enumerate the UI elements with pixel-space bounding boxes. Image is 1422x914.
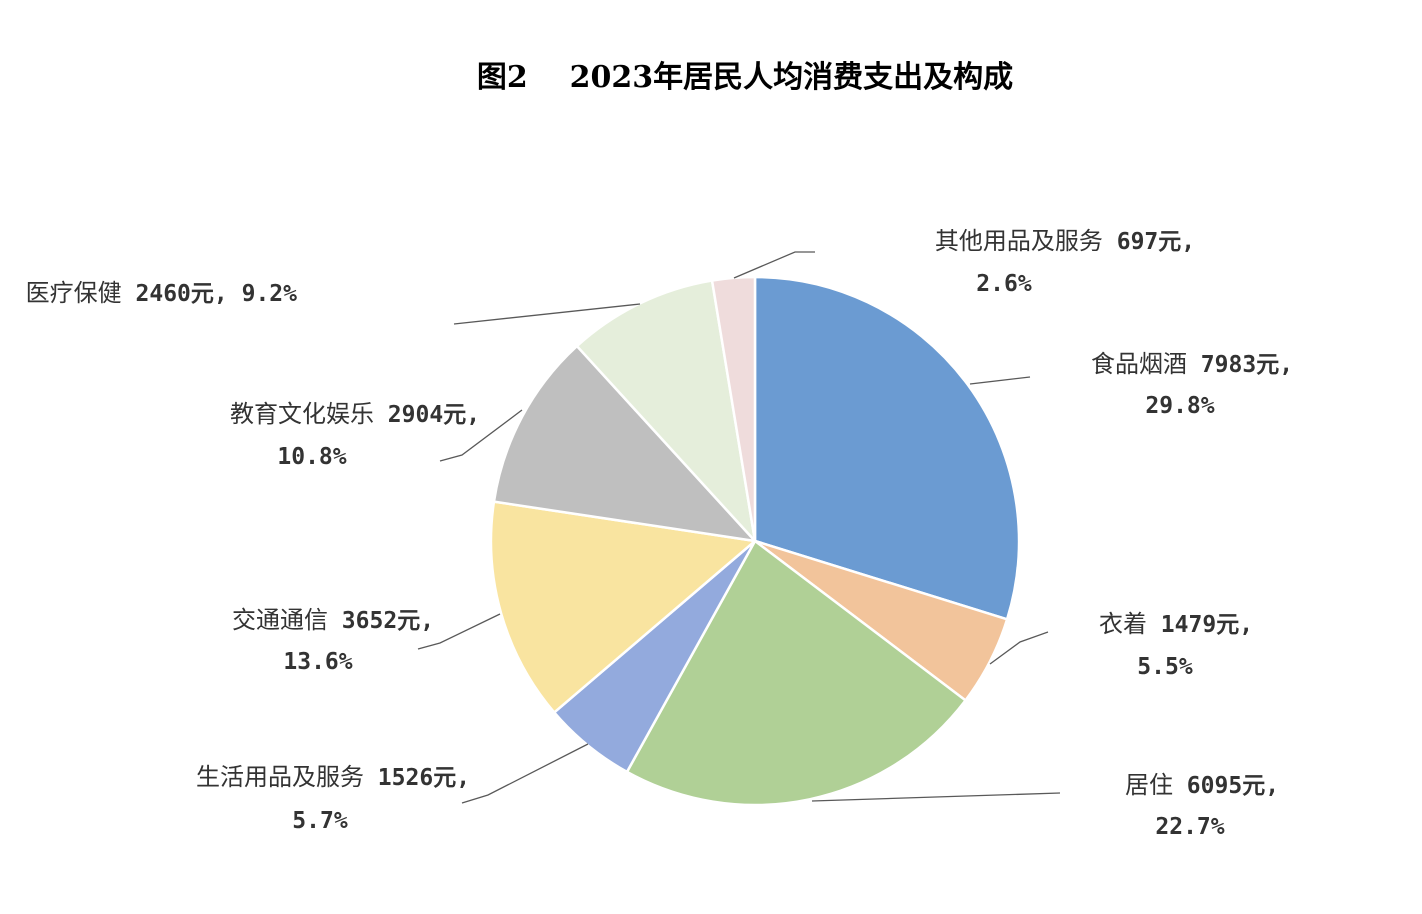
- chart-title: 图2 2023年居民人均消费支出及构成: [476, 60, 1014, 95]
- leader-line: [989, 631, 1049, 665]
- slice-name: 其他用品及服务: [935, 227, 1103, 255]
- pie-slice: [710, 275, 757, 543]
- pie-slice: [625, 539, 967, 807]
- leader-line: [439, 409, 523, 462]
- slice-percent: 5.5%: [1137, 654, 1193, 680]
- slice-label: 食品烟酒 7983元,: [1091, 350, 1293, 378]
- leader-line: [733, 251, 815, 279]
- slice-value: 7983元,: [1187, 352, 1293, 378]
- leader-line: [417, 613, 501, 650]
- leader-line: [461, 743, 589, 804]
- slice-label: 居住 6095元,: [1125, 771, 1279, 799]
- slice-value: 3652元,: [328, 608, 434, 634]
- slice-label: 衣着 1479元,: [1099, 610, 1253, 638]
- slice-name: 居住: [1125, 771, 1173, 799]
- slice-labels: 食品烟酒 7983元, 29.8% 衣着 1479元, 5.5% 居住 6095元, 22…: [26, 227, 1293, 840]
- slice-value: 1479元,: [1147, 612, 1253, 638]
- pie-slice: [492, 344, 757, 543]
- slice-percent: 2.6%: [976, 271, 1032, 297]
- slice-value: 2460元, 9.2%: [122, 281, 297, 307]
- slice-value: 697元,: [1103, 229, 1195, 255]
- leader-line: [453, 303, 641, 325]
- slice-name: 食品烟酒: [1091, 350, 1187, 378]
- pie-slice: [489, 500, 757, 714]
- slice-label: 交通通信 3652元,: [232, 606, 434, 634]
- slice-value: 6095元,: [1173, 773, 1279, 799]
- slice-value: 1526元,: [364, 765, 470, 791]
- slice-percent: 10.8%: [277, 444, 346, 470]
- slice-label: 其他用品及服务 697元,: [935, 227, 1195, 255]
- slice-label: 医疗保健 2460元, 9.2%: [26, 279, 297, 307]
- pie-slices: [489, 275, 1021, 807]
- leader-line: [811, 792, 1061, 802]
- slice-name: 生活用品及服务: [196, 763, 364, 791]
- slice-percent: 29.8%: [1145, 393, 1214, 419]
- pie-slice: [753, 275, 1021, 621]
- slice-name: 医疗保健: [26, 279, 122, 307]
- slice-percent: 22.7%: [1155, 814, 1224, 840]
- slice-value: 2904元,: [374, 402, 480, 428]
- slice-name: 交通通信: [232, 606, 328, 634]
- slice-percent: 13.6%: [283, 649, 352, 675]
- slice-name: 教育文化娱乐: [230, 400, 374, 428]
- slice-percent: 5.7%: [292, 808, 348, 834]
- slice-name: 衣着: [1099, 610, 1147, 638]
- leader-line: [969, 376, 1031, 385]
- leader-lines: [417, 251, 1061, 804]
- slice-label: 教育文化娱乐 2904元,: [230, 400, 480, 428]
- slice-label: 生活用品及服务 1526元,: [196, 763, 470, 791]
